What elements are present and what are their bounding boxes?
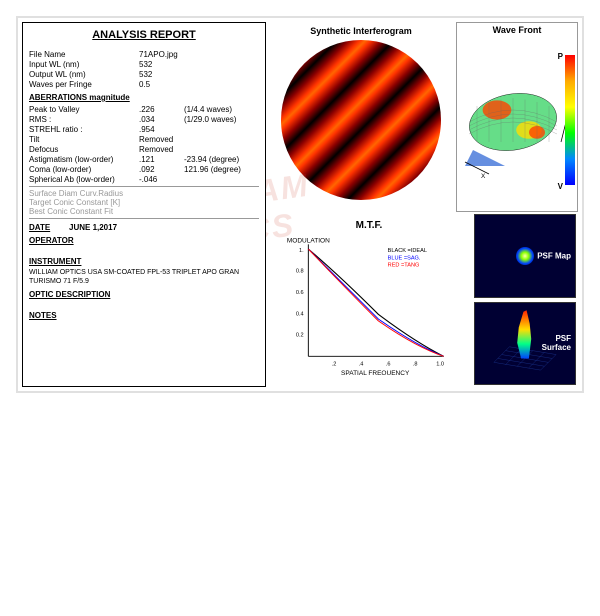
strehl-label: STREHL ratio : xyxy=(29,125,139,134)
sph-label: Spherical Ab (low-order) xyxy=(29,175,139,184)
mtf-title: M.T.F. xyxy=(274,220,464,231)
svg-text:0.8: 0.8 xyxy=(296,268,304,274)
ptv-extra: (1/4.4 waves) xyxy=(184,105,244,114)
astig-value: .121 xyxy=(139,155,184,164)
mtf-panel: M.T.F. MODULATION 1. 0.8 0.6 0.4 0.2 .2.… xyxy=(266,212,472,387)
svg-text:0.6: 0.6 xyxy=(296,290,304,296)
inputwl-value: 532 xyxy=(139,60,184,69)
svg-text:MODULATION: MODULATION xyxy=(287,237,330,244)
target-conic: Target Conic Constant [K] xyxy=(29,198,259,207)
optic-desc-label: OPTIC DESCRIPTION xyxy=(29,290,259,299)
interferogram-panel: Synthetic Interferogram xyxy=(266,22,456,212)
defocus-label: Defocus xyxy=(29,145,139,154)
svg-text:0.2: 0.2 xyxy=(296,333,304,339)
interferogram-title: Synthetic Interferogram xyxy=(266,22,456,40)
rms-label: RMS : xyxy=(29,115,139,124)
wavefront-colorbar xyxy=(565,55,575,185)
wavefront-panel: Wave Front X Y xyxy=(456,22,578,212)
surface-diam: Surface Diam Curv.Radius xyxy=(29,189,259,198)
notes-label: NOTES xyxy=(29,311,259,320)
date-value: JUNE 1,2017 xyxy=(69,223,117,232)
report-title: ANALYSIS REPORT xyxy=(29,29,259,41)
psf-surface-label: PSF Surface xyxy=(531,334,571,352)
outputwl-value: 532 xyxy=(139,70,184,79)
mtf-chart: MODULATION 1. 0.8 0.6 0.4 0.2 .2 .4 .6 .8 1.… xyxy=(284,235,454,375)
instrument-value: WILLIAM OPTICS USA SM-COATED FPL-53 TRIP… xyxy=(29,268,259,286)
tilt-label: Tilt xyxy=(29,135,139,144)
interferogram-image xyxy=(281,40,441,200)
svg-text:.6: .6 xyxy=(386,362,391,368)
astig-extra: -23.94 (degree) xyxy=(184,155,244,164)
svg-text:BLUE =SAG.: BLUE =SAG. xyxy=(388,255,421,261)
ptv-label: Peak to Valley xyxy=(29,105,139,114)
rms-extra: (1/29.0 waves) xyxy=(184,115,244,124)
date-label: DATE xyxy=(29,223,69,232)
inputwl-label: Input WL (nm) xyxy=(29,60,139,69)
psf-surface-panel: PSF Surface xyxy=(474,302,576,386)
aberr-header: ABERRATIONS magnitude xyxy=(29,93,259,102)
wpf-label: Waves per Fringe xyxy=(29,80,139,89)
wavefront-title: Wave Front xyxy=(457,23,577,37)
svg-text:1.0: 1.0 xyxy=(436,362,444,368)
file-value: 71APO.jpg xyxy=(139,50,184,59)
strehl-value: .954 xyxy=(139,125,184,134)
svg-text:RED =TANG: RED =TANG xyxy=(388,263,420,269)
svg-text:SPATIAL FREQUENCY: SPATIAL FREQUENCY xyxy=(341,370,410,375)
svg-text:0.4: 0.4 xyxy=(296,311,304,317)
psf-map-panel: PSF Map xyxy=(474,214,576,298)
tilt-value: Removed xyxy=(139,135,173,144)
instrument-label: INSTRUMENT xyxy=(29,257,259,266)
svg-text:1.: 1. xyxy=(299,248,304,254)
outputwl-label: Output WL (nm) xyxy=(29,70,139,79)
svg-text:BLACK =IDEAL: BLACK =IDEAL xyxy=(388,248,427,254)
wf-x-label: X xyxy=(481,173,486,180)
file-label: File Name xyxy=(29,50,139,59)
best-conic: Best Conic Constant Fit xyxy=(29,207,259,216)
sph-value: -.046 xyxy=(139,175,184,184)
gray-section: Surface Diam Curv.Radius Target Conic Co… xyxy=(29,186,259,219)
wpf-value: 0.5 xyxy=(139,80,184,89)
wf-p-label: P xyxy=(558,52,563,61)
svg-text:.4: .4 xyxy=(359,362,364,368)
coma-value: .092 xyxy=(139,165,184,174)
coma-label: Coma (low-order) xyxy=(29,165,139,174)
ptv-value: .226 xyxy=(139,105,184,114)
svg-text:.8: .8 xyxy=(413,362,418,368)
operator-label: OPERATOR xyxy=(29,236,259,245)
astig-label: Astigmatism (low-order) xyxy=(29,155,139,164)
wf-v-label: V xyxy=(558,182,563,191)
coma-extra: 121.96 (degree) xyxy=(184,165,244,174)
rms-value: .034 xyxy=(139,115,184,124)
psf-map-label: PSF Map xyxy=(531,251,571,260)
svg-text:.2: .2 xyxy=(332,362,337,368)
defocus-value: Removed xyxy=(139,145,173,154)
report-panel: ANALYSIS REPORT File Name71APO.jpg Input… xyxy=(22,22,266,387)
